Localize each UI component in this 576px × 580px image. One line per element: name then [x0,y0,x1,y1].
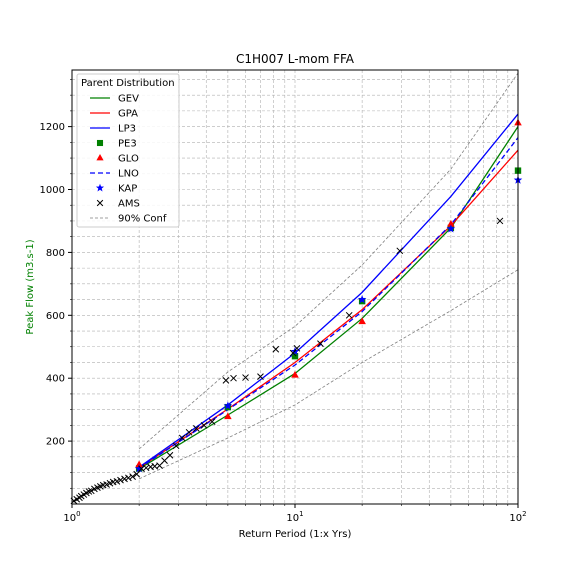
data-point-glo [447,219,455,227]
data-point-ams [85,488,93,495]
x-tick-label: 101 [286,510,303,524]
data-point-ams [272,345,280,353]
data-point-ams [242,374,249,381]
data-point-ams [230,374,237,382]
data-point-ams [208,418,216,425]
data-point-ams [156,462,163,469]
data-point-ams [200,422,208,429]
data-point-ams [396,247,404,255]
data-point-ams [289,349,297,357]
axis-ticks: 200 400 600 800 1000 1200 100 101 102 [40,79,527,524]
data-point-ams [87,487,95,495]
data-point-ams [172,442,180,450]
data-point-glo [135,460,143,468]
data-point-ams [317,340,324,347]
data-point-ams [117,476,124,484]
legend-swatch-kap [95,183,105,192]
data-point-ams [192,425,200,432]
data-point-ams [345,311,353,319]
marker-layer [70,118,523,505]
series-layer [138,72,519,480]
legend-label-glo: GLO [118,154,139,165]
series-line-90-conf [138,72,519,450]
grid [72,70,518,504]
data-point-ams [121,475,128,483]
legend-label-gev: GEV [118,94,139,105]
series-line-gev [138,126,519,470]
data-point-ams [257,373,264,380]
x-tick-label: 102 [509,510,526,524]
data-point-ams [161,457,168,464]
series-line-lp3 [138,113,519,468]
legend-label-ams: AMS [118,199,140,210]
data-point-kap [223,401,233,410]
data-point-ams [222,377,230,384]
legend-label-lno: LNO [118,169,139,180]
data-point-ams [113,478,121,485]
chart-title: C1H007 L-mom FFA [236,52,355,66]
data-point-ams [178,434,186,442]
data-point-ams [129,473,136,480]
series-line-lno [138,137,519,469]
legend-title: Parent Distribution [81,78,175,89]
data-point-glo [224,412,232,420]
x-tick-label: 100 [63,510,80,524]
y-axis-label: Peak Flow (m3.s-1) [25,239,36,334]
legend-label-lp3: LP3 [118,124,136,135]
legend-swatch-pe3 [96,139,104,147]
series-line-90-conf [138,269,519,480]
data-point-kap [134,464,144,473]
legend-swatch-ams [96,199,104,207]
data-point-pe3 [291,352,299,360]
y-tick-label: 1200 [40,122,65,133]
data-point-ams [185,428,193,436]
data-point-ams [125,474,132,482]
y-tick-label: 400 [46,374,65,385]
legend: Parent Distribution GEV GPA LP3 PE3 GLO LNO KA… [76,73,180,228]
data-point-ams [496,217,504,225]
legend-label-kap: KAP [118,184,137,195]
data-point-ams [166,451,174,459]
legend-label-gpa: GPA [118,109,138,120]
y-tick-label: 1000 [40,185,65,196]
y-tick-label: 800 [46,248,65,259]
data-point-ams [133,470,141,478]
y-tick-label: 600 [46,311,65,322]
legend-label-90-conf: 90% Conf [118,214,167,225]
data-point-glo [291,370,299,378]
legend-label-pe3: PE3 [118,139,137,150]
y-tick-label: 200 [46,437,65,448]
data-point-ams [293,344,301,352]
legend-box [76,73,180,228]
data-point-kap [357,295,367,304]
data-point-kap [446,224,456,233]
legend-swatch-glo [96,154,104,161]
x-axis-label: Return Period (1:x Yrs) [239,529,352,540]
data-point-glo [358,317,366,325]
